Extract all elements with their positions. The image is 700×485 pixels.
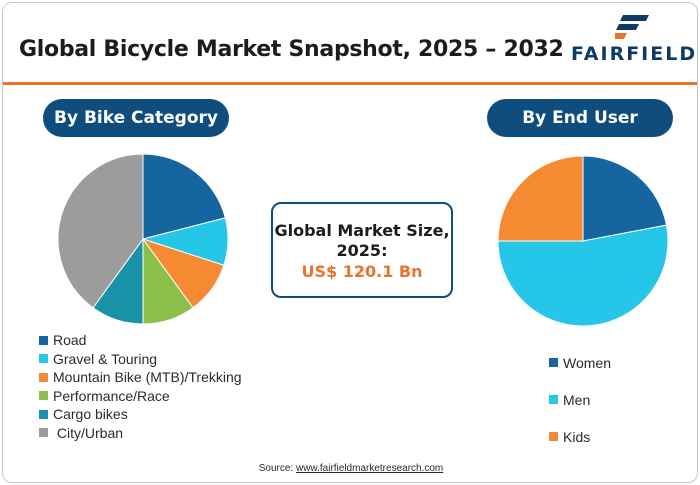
legend-label: Kids [563, 428, 591, 445]
legend-label: Men [563, 391, 591, 408]
legend-item-road: Road [39, 331, 242, 350]
logo-mark-icon [615, 15, 649, 39]
pie-slice-kids [497, 155, 584, 242]
legend-swatch [549, 395, 558, 404]
bike-category-pie-chart [57, 153, 229, 325]
end-user-pill: By End User [487, 99, 673, 137]
logo-text: FAIRFIELD [571, 43, 698, 65]
legend-label: Performance/Race [53, 387, 170, 404]
pie-slice-women [582, 155, 668, 242]
legend-item-performance-race: Performance/Race [39, 387, 242, 406]
legend-label: Cargo bikes [53, 406, 128, 423]
legend-swatch [39, 428, 48, 438]
source-prefix: Source: [258, 463, 296, 474]
legend-item-city-urban: City/Urban [39, 424, 242, 443]
legend-swatch [39, 391, 48, 401]
pie-slice-men [497, 224, 669, 327]
page-title: Global Bicycle Market Snapshot, 2025 – 2… [19, 37, 564, 62]
source-link[interactable]: www.fairfieldmarketresearch.com [295, 463, 444, 474]
legend-label: Road [53, 332, 87, 349]
end-user-pie-chart [497, 155, 669, 327]
legend-item-kids: Kids [549, 418, 611, 455]
pie-slice-road [142, 153, 226, 240]
source-note: Source: www.fairfieldmarketresearch.com [3, 463, 697, 474]
legend-label: Mountain Bike (MTB)/Trekking [53, 369, 242, 386]
header-divider [3, 82, 697, 85]
bike-category-pill: By Bike Category [43, 99, 229, 137]
market-size-year: 2025: [336, 241, 388, 260]
market-size-label: Global Market Size, [274, 221, 450, 240]
legend-item-men: Men [549, 381, 611, 418]
pie-slice-city-urban [57, 153, 144, 309]
legend-label: Women [563, 354, 611, 371]
legend-item-women: Women [549, 344, 611, 381]
legend-swatch [39, 354, 48, 364]
legend-label: City/Urban [53, 424, 124, 441]
legend-swatch [549, 432, 558, 441]
legend-swatch [39, 409, 48, 419]
fairfield-logo: FAIRFIELD [571, 15, 695, 67]
legend-label: Gravel & Touring [53, 350, 158, 367]
legend-item-gravel-touring: Gravel & Touring [39, 350, 242, 369]
legend-swatch [39, 372, 48, 382]
legend-swatch [549, 358, 558, 367]
market-size-value: US$ 120.1 Bn [301, 262, 423, 281]
end-user-legend: Women Men Kids [549, 344, 611, 455]
legend-swatch [39, 335, 48, 345]
market-size-box: Global Market Size, 2025: US$ 120.1 Bn [271, 202, 453, 298]
bike-category-legend: Road Gravel & Touring Mountain Bike (MTB)/… [39, 331, 242, 442]
legend-item-cargo-bikes: Cargo bikes [39, 405, 242, 424]
legend-item-mountain-bike-mtb-trekking: Mountain Bike (MTB)/Trekking [39, 368, 242, 387]
